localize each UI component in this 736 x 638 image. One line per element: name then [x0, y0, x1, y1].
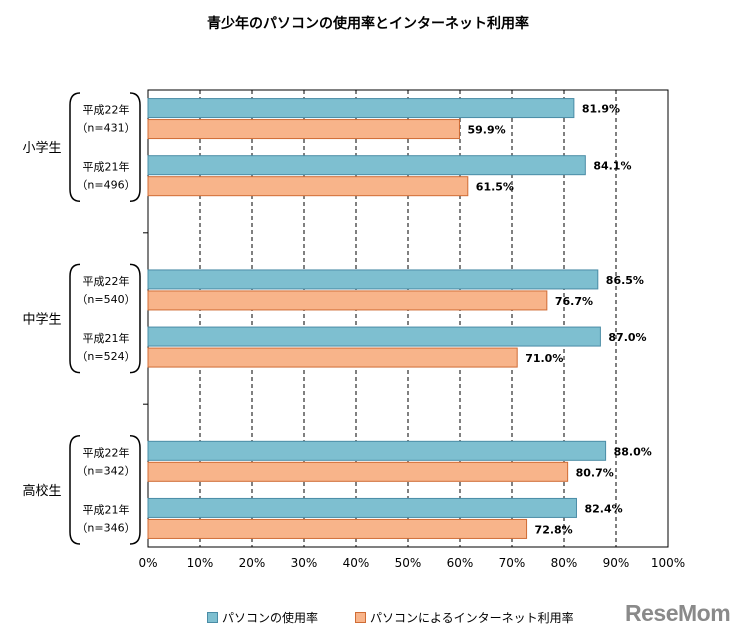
x-tick-label: 60%	[447, 556, 474, 570]
legend-item-internet-usage: パソコンによるインターネット利用率	[355, 609, 574, 626]
bar	[147, 98, 575, 119]
group-label: 中学生	[22, 312, 61, 328]
data-label: 76.7%	[555, 295, 593, 308]
row-n-label: （n=346）	[76, 521, 135, 534]
bar	[147, 347, 518, 368]
bar	[147, 326, 601, 347]
x-tick-label: 30%	[291, 556, 318, 570]
row-year-label: 平成22年	[83, 274, 130, 288]
row-year-label: 平成21年	[83, 331, 130, 345]
left-bracket	[69, 435, 81, 545]
x-tick-label: 0%	[138, 556, 157, 570]
right-bracket	[129, 92, 141, 202]
data-label: 81.9%	[582, 103, 620, 116]
left-bracket	[69, 263, 81, 374]
data-label: 88.0%	[614, 445, 652, 458]
bar	[147, 440, 607, 461]
bar	[147, 269, 599, 290]
bar	[147, 518, 528, 539]
resemom-logo: ReseMom	[625, 600, 731, 626]
chart-title: 青少年のパソコンの使用率とインターネット利用率	[207, 16, 529, 32]
left-bracket	[69, 92, 81, 202]
legend-label: パソコンによるインターネット利用率	[370, 611, 574, 625]
group-label: 高校生	[22, 483, 61, 499]
bar	[147, 176, 469, 197]
bar	[147, 461, 569, 482]
data-label: 87.0%	[608, 331, 646, 344]
bar	[147, 290, 548, 311]
x-tick-label: 40%	[343, 556, 370, 570]
bar	[147, 119, 460, 140]
row-n-label: （n=342）	[76, 464, 135, 477]
row-n-label: （n=524）	[76, 350, 135, 363]
data-label: 86.5%	[606, 274, 644, 287]
legend-item-pc-usage: パソコンの使用率	[207, 609, 318, 626]
x-tick-label: 50%	[395, 556, 422, 570]
row-year-label: 平成21年	[83, 160, 130, 174]
row-year-label: 平成22年	[83, 445, 130, 459]
data-label: 82.4%	[584, 502, 622, 515]
data-label: 61.5%	[476, 181, 514, 194]
plot-border	[147, 89, 669, 548]
right-bracket	[129, 263, 141, 374]
x-tick-label: 80%	[551, 556, 578, 570]
x-tick-label: 100%	[651, 556, 685, 570]
row-year-label: 平成21年	[83, 502, 130, 516]
right-bracket	[129, 435, 141, 545]
legend-swatch	[355, 612, 366, 623]
x-tick-label: 90%	[603, 556, 630, 570]
bar	[147, 155, 586, 176]
data-label: 71.0%	[525, 352, 563, 365]
bar-chart: 0% 10% 20% 30% 40% 50% 60% 70% 80% 90% 100%小学生平成22…	[22, 89, 685, 570]
data-label: 72.8%	[535, 523, 573, 536]
row-n-label: （n=540）	[76, 293, 135, 306]
row-n-label: （n=431）	[76, 122, 135, 135]
row-year-label: 平成22年	[83, 103, 130, 117]
data-label: 59.9%	[467, 124, 505, 137]
group-label: 小学生	[22, 140, 61, 156]
row-n-label: （n=496）	[76, 179, 135, 192]
x-tick-label: 20%	[239, 556, 266, 570]
legend-label: パソコンの使用率	[222, 611, 319, 625]
legend-swatch	[207, 612, 218, 623]
data-label: 80.7%	[576, 466, 614, 479]
data-label: 84.1%	[593, 160, 631, 173]
bar	[147, 497, 577, 518]
x-tick-label: 70%	[499, 556, 526, 570]
x-tick-label: 10%	[187, 556, 214, 570]
